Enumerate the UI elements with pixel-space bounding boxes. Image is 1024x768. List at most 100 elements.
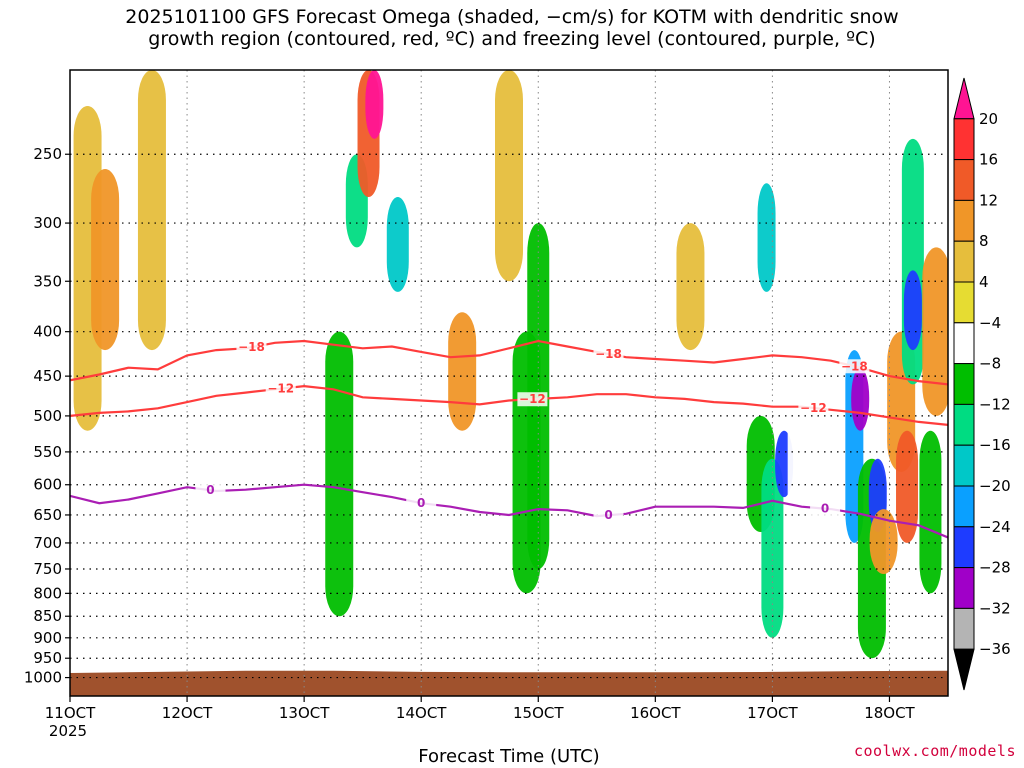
y-tick-label: 950 bbox=[33, 649, 62, 667]
colorbar-label: −28 bbox=[979, 559, 1011, 577]
contour-label: −12 bbox=[267, 382, 294, 396]
x-tick-label: 13OCT bbox=[279, 704, 330, 722]
x-tick-label: 15OCT bbox=[513, 704, 564, 722]
x-tick-label: 12OCT bbox=[162, 704, 213, 722]
contour-label-bg bbox=[810, 501, 841, 516]
colorbar-swatch-bottom bbox=[953, 648, 975, 691]
colorbar-swatch bbox=[953, 526, 975, 569]
y-tick-label: 400 bbox=[33, 323, 62, 341]
y-tick-label: 550 bbox=[33, 443, 62, 461]
omega-region bbox=[559, 471, 588, 554]
omega-region bbox=[903, 270, 922, 351]
colorbar-label: −4 bbox=[979, 314, 1001, 332]
temperature-contours: −18 −18 −18 −12 −12 −12 0 0 0 0 bbox=[70, 339, 948, 539]
colorbar-label: 16 bbox=[979, 151, 998, 169]
colorbar-label: −24 bbox=[979, 518, 1011, 536]
y-tick-label: 900 bbox=[33, 629, 62, 647]
colorbar-swatch bbox=[953, 607, 975, 650]
x-tick-label: 16OCT bbox=[630, 704, 681, 722]
colorbar-label: 4 bbox=[979, 273, 989, 291]
omega-region bbox=[365, 70, 384, 139]
omega-region bbox=[676, 223, 705, 351]
x-tick-label: 18OCT bbox=[864, 704, 915, 722]
colorbar-label: −32 bbox=[979, 599, 1011, 617]
source-credit: coolwx.com/models bbox=[853, 742, 1016, 760]
omega-region bbox=[922, 247, 948, 416]
y-tick-label: 600 bbox=[33, 476, 62, 494]
contour-label: −12 bbox=[800, 401, 827, 415]
contour-label-bg bbox=[195, 483, 226, 498]
colorbar-swatch bbox=[953, 485, 975, 528]
x-tick-sublabel: 2025 bbox=[49, 722, 87, 740]
ground-terrain bbox=[70, 670, 948, 696]
colorbar-swatch bbox=[953, 240, 975, 283]
plot-frame bbox=[69, 69, 949, 697]
colorbar-label: −8 bbox=[979, 355, 1001, 373]
y-tick-label: 450 bbox=[33, 367, 62, 385]
omega-region bbox=[325, 331, 354, 617]
colorbar-swatch-top bbox=[953, 77, 975, 120]
y-tick-label: 650 bbox=[33, 506, 62, 524]
y-tick-label: 500 bbox=[33, 407, 62, 425]
omega-region bbox=[919, 430, 942, 594]
omega-region bbox=[313, 169, 342, 313]
contour-label: −18 bbox=[238, 340, 265, 354]
colorbar-label: −12 bbox=[979, 395, 1011, 413]
contour-label-bg bbox=[593, 508, 624, 523]
chart-title-line-1: 2025101100 GFS Forecast Omega (shaded, −… bbox=[125, 6, 899, 28]
colorbar-swatch bbox=[953, 403, 975, 446]
y-tick-label: 850 bbox=[33, 607, 62, 625]
y-tick-label: 700 bbox=[33, 534, 62, 552]
colorbar-swatch bbox=[953, 567, 975, 609]
colorbar-label: 12 bbox=[979, 191, 998, 209]
contour-label: 0 bbox=[821, 502, 829, 516]
y-tick-label: 350 bbox=[33, 272, 62, 290]
x-tick-label: 11OCT bbox=[45, 704, 96, 722]
omega-region bbox=[91, 169, 120, 351]
contour-label-bg bbox=[517, 392, 548, 407]
omega-region bbox=[851, 367, 870, 431]
omega-region bbox=[137, 70, 166, 351]
x-tick-label: 14OCT bbox=[396, 704, 447, 722]
omega-region bbox=[495, 70, 523, 282]
colorbar-label: 20 bbox=[979, 110, 998, 128]
contour-label-bg bbox=[265, 381, 296, 396]
contour-label: 0 bbox=[417, 496, 425, 510]
x-tick-label: 17OCT bbox=[747, 704, 798, 722]
omega-region bbox=[896, 430, 919, 543]
y-tick-label: 800 bbox=[33, 584, 62, 602]
contour-label-bg bbox=[236, 340, 267, 355]
contour-line--18 bbox=[70, 339, 948, 386]
omega-region bbox=[816, 105, 845, 271]
contour-label: −18 bbox=[595, 347, 622, 361]
omega-shading bbox=[73, 70, 948, 659]
contour-label: 0 bbox=[206, 483, 214, 497]
colorbar-label: −16 bbox=[979, 436, 1011, 454]
colorbar-swatch bbox=[953, 159, 975, 201]
ground-area bbox=[70, 670, 948, 696]
contour-label: 0 bbox=[604, 508, 612, 522]
y-tick-label: 750 bbox=[33, 560, 62, 578]
contour-label: −12 bbox=[519, 392, 546, 406]
colorbar-label: 8 bbox=[979, 232, 989, 250]
omega-region bbox=[757, 183, 776, 292]
y-tick-label: 250 bbox=[33, 145, 62, 163]
contour-label-bg bbox=[406, 496, 437, 511]
colorbar-label: −20 bbox=[979, 477, 1011, 495]
chart-title: 2025101100 GFS Forecast Omega (shaded, −… bbox=[0, 6, 1024, 50]
contour-label-bg bbox=[798, 400, 829, 415]
omega-region bbox=[442, 70, 471, 543]
colorbar-swatch bbox=[953, 444, 975, 487]
colorbar-swatch bbox=[953, 199, 975, 242]
omega-region bbox=[448, 312, 477, 431]
x-axis-label: Forecast Time (UTC) bbox=[418, 746, 599, 767]
colorbar-swatch bbox=[953, 363, 975, 405]
chart-title-line-2: growth region (contoured, red, ºC) and f… bbox=[148, 28, 876, 50]
omega-region bbox=[869, 509, 898, 574]
contour-label: −18 bbox=[841, 359, 868, 373]
omega-region bbox=[787, 70, 816, 584]
colorbar-swatch bbox=[953, 281, 975, 324]
colorbar-label: −36 bbox=[979, 640, 1011, 658]
